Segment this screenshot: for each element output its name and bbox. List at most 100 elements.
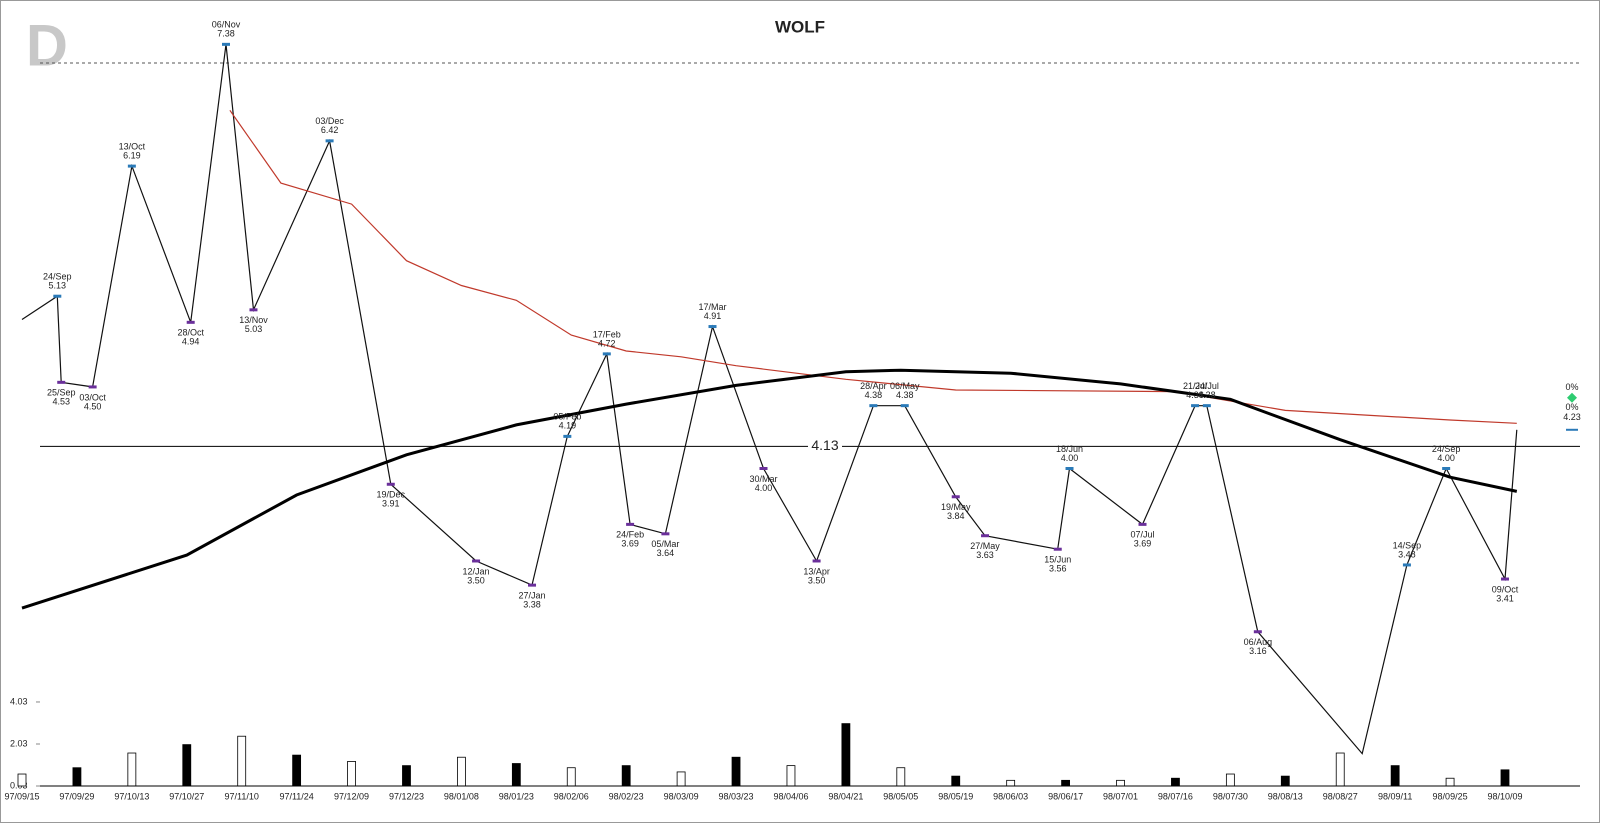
pivot-value: 3.50 bbox=[808, 575, 826, 585]
chart-title: WOLF bbox=[775, 17, 825, 36]
x-tick-label: 98/10/09 bbox=[1487, 791, 1522, 801]
pivot-date: 07/Jul bbox=[1130, 530, 1154, 540]
x-tick-label: 98/08/13 bbox=[1268, 791, 1303, 801]
pivot-date: 28/Oct bbox=[177, 328, 204, 338]
pivot-date: 19/May bbox=[941, 502, 971, 512]
pivot-value: 6.42 bbox=[321, 125, 339, 135]
pivot-value: 5.03 bbox=[245, 324, 263, 334]
pivot-date: 15/Jun bbox=[1044, 555, 1071, 565]
pivot-date: 27/Jan bbox=[519, 591, 546, 601]
volume-bar bbox=[566, 767, 576, 787]
pivot-date: 06/Nov bbox=[212, 20, 241, 30]
last-value: 4.23 bbox=[1563, 412, 1581, 422]
pivot-value: 3.50 bbox=[467, 575, 485, 585]
volume-bar bbox=[1006, 779, 1016, 787]
pivot-date: 24/Sep bbox=[1432, 444, 1461, 454]
x-tick-label: 98/02/23 bbox=[609, 791, 644, 801]
last-diamond bbox=[1567, 392, 1577, 403]
volume-bar bbox=[17, 773, 27, 787]
pivot-value: 3.84 bbox=[947, 511, 965, 521]
volume-bar bbox=[1116, 779, 1125, 787]
pivot-date: 27/May bbox=[970, 541, 1000, 551]
pivot-value: 4.19 bbox=[559, 421, 577, 431]
pivot-value: 6.19 bbox=[123, 150, 141, 160]
pivot-date: 03/Oct bbox=[79, 392, 106, 402]
x-tick-label: 98/09/11 bbox=[1378, 791, 1412, 801]
volume-bar bbox=[676, 771, 686, 787]
x-tick-label: 98/07/30 bbox=[1213, 791, 1248, 801]
volume-bar bbox=[127, 752, 137, 787]
pivot-date: 06/Aug bbox=[1244, 637, 1273, 647]
pivot-value: 4.38 bbox=[865, 390, 883, 400]
volume-bar bbox=[402, 765, 411, 787]
pivot-date: 21/Jul bbox=[1183, 381, 1207, 391]
x-tick-label: 98/08/27 bbox=[1323, 791, 1358, 801]
pivot-date: 06/May bbox=[890, 381, 920, 391]
pivot-value: 3.38 bbox=[523, 600, 541, 610]
volume-tick-label: 2.03 bbox=[10, 738, 28, 748]
pivot-date: 28/Apr bbox=[860, 381, 887, 391]
pivot-date: 03/Dec bbox=[315, 116, 344, 126]
pivot-date: 18/Jun bbox=[1056, 444, 1083, 454]
pivot-date: 25/Sep bbox=[47, 388, 76, 398]
x-tick-label: 98/04/21 bbox=[828, 791, 863, 801]
pivot-date: 24/Sep bbox=[43, 272, 72, 282]
x-tick-label: 97/10/13 bbox=[114, 791, 149, 801]
pivot-value: 4.38 bbox=[1186, 390, 1204, 400]
pivot-date: 13/Apr bbox=[803, 566, 830, 576]
volume-bar bbox=[1500, 769, 1510, 787]
price-line bbox=[229, 109, 1517, 424]
volume-bar bbox=[72, 767, 82, 787]
volume-bar bbox=[1061, 779, 1070, 787]
pivot-value: 5.13 bbox=[49, 281, 67, 291]
pivot-value: 4.94 bbox=[182, 337, 200, 347]
x-tick-label: 98/05/05 bbox=[883, 791, 918, 801]
pivot-value: 4.91 bbox=[704, 311, 722, 321]
pivot-date: 05/Mar bbox=[651, 539, 679, 549]
pivot-date: 13/Oct bbox=[119, 141, 146, 151]
pivot-value: 4.38 bbox=[1198, 390, 1216, 400]
x-tick-label: 97/12/23 bbox=[389, 791, 424, 801]
pivot-date: 12/Jan bbox=[463, 566, 490, 576]
x-tick-label: 98/07/01 bbox=[1103, 791, 1138, 801]
volume-bar bbox=[511, 763, 521, 787]
x-tick-label: 98/06/03 bbox=[993, 791, 1028, 801]
volume-bar bbox=[347, 761, 356, 787]
pivot-value: 3.56 bbox=[1049, 564, 1067, 574]
price-line bbox=[21, 44, 1518, 755]
pivot-value: 3.91 bbox=[382, 499, 400, 509]
pivot-value: 3.41 bbox=[1496, 593, 1514, 603]
x-tick-label: 98/01/08 bbox=[444, 791, 479, 801]
price-line bbox=[21, 368, 1518, 610]
x-tick-label: 97/09/15 bbox=[4, 791, 39, 801]
pivot-value: 4.00 bbox=[755, 483, 773, 493]
volume-bar bbox=[1171, 777, 1180, 787]
pivot-value: 4.53 bbox=[52, 397, 70, 407]
pivot-value: 4.38 bbox=[896, 390, 914, 400]
volume-tick-label: 4.03 bbox=[10, 696, 28, 706]
last-pct: 0% bbox=[1565, 382, 1578, 392]
x-tick-label: 97/11/10 bbox=[225, 791, 259, 801]
pivot-value: 3.48 bbox=[1398, 549, 1416, 559]
volume-bar bbox=[951, 775, 961, 787]
volume-bar bbox=[621, 765, 631, 787]
pivot-value: 3.63 bbox=[976, 550, 994, 560]
level-label-bg bbox=[808, 438, 842, 455]
volume-bar bbox=[1390, 765, 1400, 787]
last-pct: 0% bbox=[1565, 402, 1578, 412]
pivot-date: 24/Feb bbox=[616, 530, 644, 540]
x-tick-label: 97/10/27 bbox=[169, 791, 204, 801]
volume-bar bbox=[1445, 777, 1455, 787]
x-tick-label: 98/04/06 bbox=[773, 791, 808, 801]
x-tick-label: 97/12/09 bbox=[334, 791, 369, 801]
pivot-date: 14/Sep bbox=[1393, 540, 1422, 550]
volume-bar bbox=[182, 744, 192, 787]
volume-bar bbox=[237, 735, 247, 787]
volume-bar bbox=[1335, 752, 1345, 787]
x-tick-label: 97/09/29 bbox=[59, 791, 94, 801]
pivot-value: 4.00 bbox=[1061, 453, 1079, 463]
volume-bar bbox=[731, 756, 741, 787]
pivot-value: 4.72 bbox=[598, 338, 616, 348]
